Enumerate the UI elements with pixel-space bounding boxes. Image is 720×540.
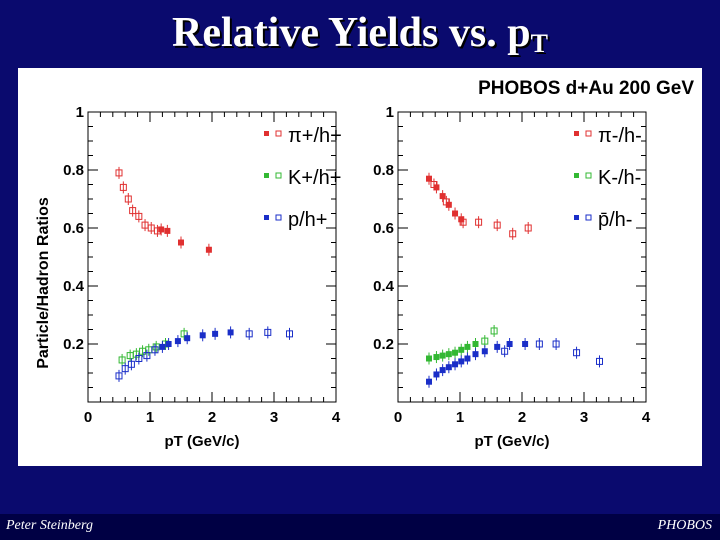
legend-marker-filled [574,173,579,178]
footer-bar [0,514,720,540]
x-tick-label: 4 [332,409,341,426]
slide-title-subscript: T [530,29,548,58]
series-π+/h+ [115,166,161,237]
x-axis-label: pT (GeV/c) [164,433,239,450]
series-K-/h- [426,338,479,365]
legend-marker-filled [264,131,269,136]
legend-label: p/h+ [288,209,327,231]
legend-marker-filled [574,215,579,220]
legend-marker-filled [574,131,579,136]
x-tick-label: 3 [580,409,588,426]
series-π-/h- [430,178,532,240]
series-K-/h- [481,324,498,348]
y-tick-label: 1 [386,104,394,121]
slide-title: Relative Yields vs. pT [0,4,720,62]
series-π+/h+ [158,223,212,256]
y-tick-label: 0.4 [373,278,395,295]
y-tick-label: 1 [76,104,84,121]
legend-label: p̄/h- [598,209,632,231]
x-tick-label: 2 [518,409,526,426]
legend-label: π-/h- [598,125,642,147]
footer-author: Peter Steinberg [6,518,93,533]
x-tick-label: 3 [270,409,278,426]
y-tick-label: 0.2 [63,336,84,353]
footer-org: PHOBOS [657,518,712,533]
y-tick-label: 0.2 [373,336,394,353]
y-tick-label: 0.8 [63,162,84,179]
y-tick-label: 0.8 [373,162,394,179]
chart: PHOBOS d+Au 200 GeV Particle/Hadron Rati… [35,78,694,450]
legend-marker-open [585,172,592,179]
legend-marker-open [275,214,282,221]
panel-negative: 0.2 0.4 0.6 0.8 1 0 1 2 3 4 pT (GeV/c) π-/h- K-/h-p̄… [373,104,651,450]
x-tick-label: 1 [456,409,464,426]
chart-caption: PHOBOS d+Au 200 GeV [478,78,694,99]
series-p/h+ [159,326,234,353]
legend-marker-filled [264,173,269,178]
legend-label: π+/h+ [288,125,342,147]
y-tick-label: 0.4 [63,278,85,295]
panel-positive: 0.2 0.4 0.6 0.8 1 0 1 2 3 4 pT (GeV/c) π+/h+ K+/h+ p/… [63,104,342,450]
legend-marker-open [275,130,282,137]
legend-marker-filled [264,215,269,220]
x-tick-label: 4 [642,409,651,426]
x-tick-label: 2 [208,409,216,426]
y-tick-label: 0.6 [373,220,394,237]
y-axis-label: Particle/Hadron Ratios [35,197,52,369]
figure-panel: PHOBOS d+Au 200 GeV Particle/Hadron Rati… [18,68,702,466]
series-p̄/h- [501,338,603,368]
legend-marker-open [585,130,592,137]
legend-label: K+/h+ [288,167,341,189]
legend-marker-open [275,172,282,179]
legend-label: K-/h- [598,167,641,189]
series-p̄/h- [426,338,529,388]
x-axis-label: pT (GeV/c) [474,433,549,450]
x-tick-label: 1 [146,409,154,426]
x-tick-label: 0 [394,409,402,426]
series-p/h+ [115,326,293,382]
legend-marker-open [585,214,592,221]
slide-title-main: Relative Yields vs. p [172,10,531,56]
y-tick-label: 0.6 [63,220,84,237]
x-tick-label: 0 [84,409,92,426]
